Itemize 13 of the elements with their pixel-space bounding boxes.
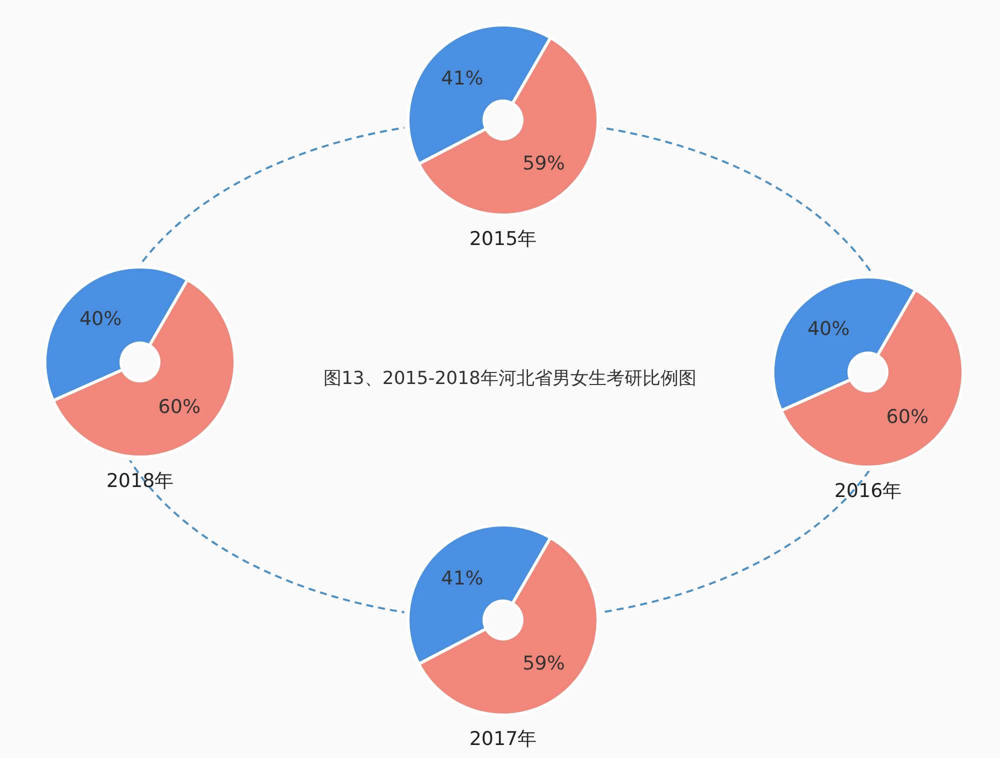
data-label: 59% (522, 652, 565, 675)
data-label: 41% (441, 67, 484, 90)
data-label: 40% (79, 308, 122, 330)
text: 图13、2015-2018年河北省男女生考研比例图 (323, 368, 697, 389)
data-label: 40% (807, 318, 850, 340)
data-label: 60% (886, 406, 929, 428)
data-label: 60% (158, 396, 201, 418)
text: 2018年 (106, 470, 174, 492)
data-label: 59% (522, 152, 565, 175)
text: 2017年 (469, 728, 537, 750)
text: 2015年 (469, 228, 537, 250)
data-label: 41% (441, 567, 484, 590)
text: 2016年 (834, 480, 902, 502)
